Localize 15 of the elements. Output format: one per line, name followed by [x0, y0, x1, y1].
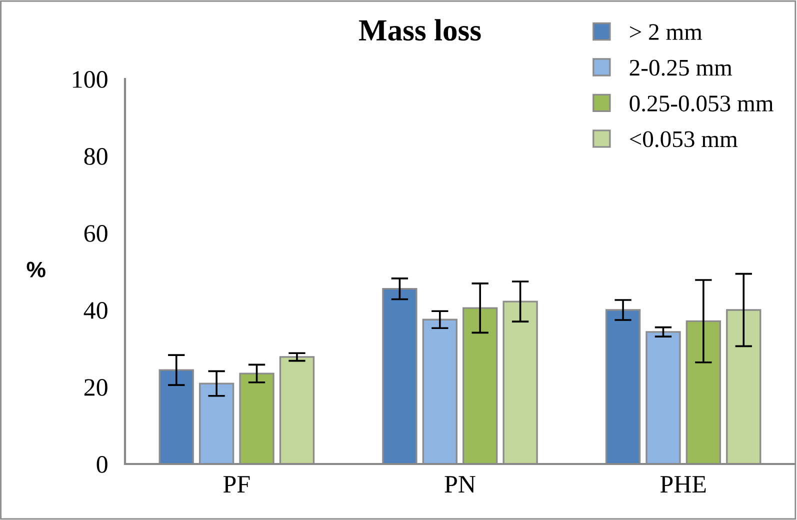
x-tick-label: PHE: [660, 476, 706, 492]
legend-label: 0.25-0.053 mm: [630, 96, 774, 112]
x-tick-label: PN: [444, 476, 476, 492]
y-tick-label: 0: [96, 456, 108, 473]
y-axis-title: %: [26, 262, 46, 278]
y-tick-label: 60: [84, 225, 108, 242]
y-tick-label: 20: [84, 379, 108, 396]
y-tick-label: 40: [84, 302, 108, 319]
chart-title: Mass loss: [358, 19, 481, 41]
legend-label: > 2 mm: [630, 24, 702, 40]
legend-label: <0.053 mm: [630, 131, 738, 148]
y-tick-label: 100: [73, 71, 108, 88]
y-tick-label: 80: [84, 148, 108, 165]
x-tick-label: PF: [223, 476, 250, 492]
legend-label: 2-0.25 mm: [630, 60, 732, 76]
